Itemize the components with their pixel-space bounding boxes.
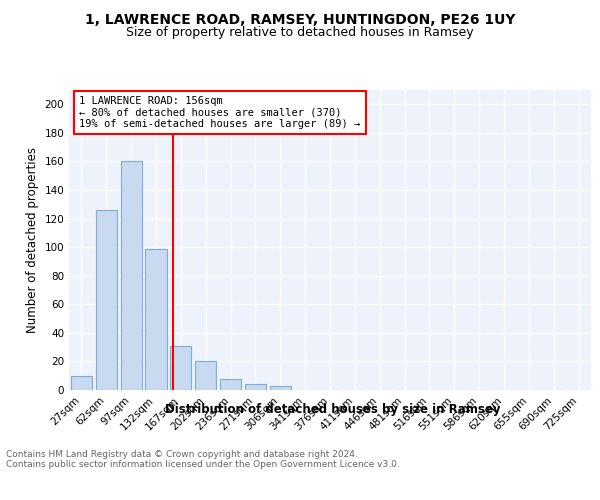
Bar	[245, 384, 266, 390]
Text: 1, LAWRENCE ROAD, RAMSEY, HUNTINGDON, PE26 1UY: 1, LAWRENCE ROAD, RAMSEY, HUNTINGDON, PE…	[85, 12, 515, 26]
Text: Distribution of detached houses by size in Ramsey: Distribution of detached houses by size …	[165, 402, 501, 415]
Bar	[220, 378, 241, 390]
Bar	[270, 386, 291, 390]
Bar	[96, 210, 117, 390]
Text: Contains HM Land Registry data © Crown copyright and database right 2024.
Contai: Contains HM Land Registry data © Crown c…	[6, 450, 400, 469]
Bar	[121, 162, 142, 390]
Text: Size of property relative to detached houses in Ramsey: Size of property relative to detached ho…	[126, 26, 474, 39]
Bar	[145, 248, 167, 390]
Text: 1 LAWRENCE ROAD: 156sqm
← 80% of detached houses are smaller (370)
19% of semi-d: 1 LAWRENCE ROAD: 156sqm ← 80% of detache…	[79, 96, 361, 129]
Bar	[71, 376, 92, 390]
Y-axis label: Number of detached properties: Number of detached properties	[26, 147, 39, 333]
Bar	[170, 346, 191, 390]
Bar	[195, 362, 216, 390]
